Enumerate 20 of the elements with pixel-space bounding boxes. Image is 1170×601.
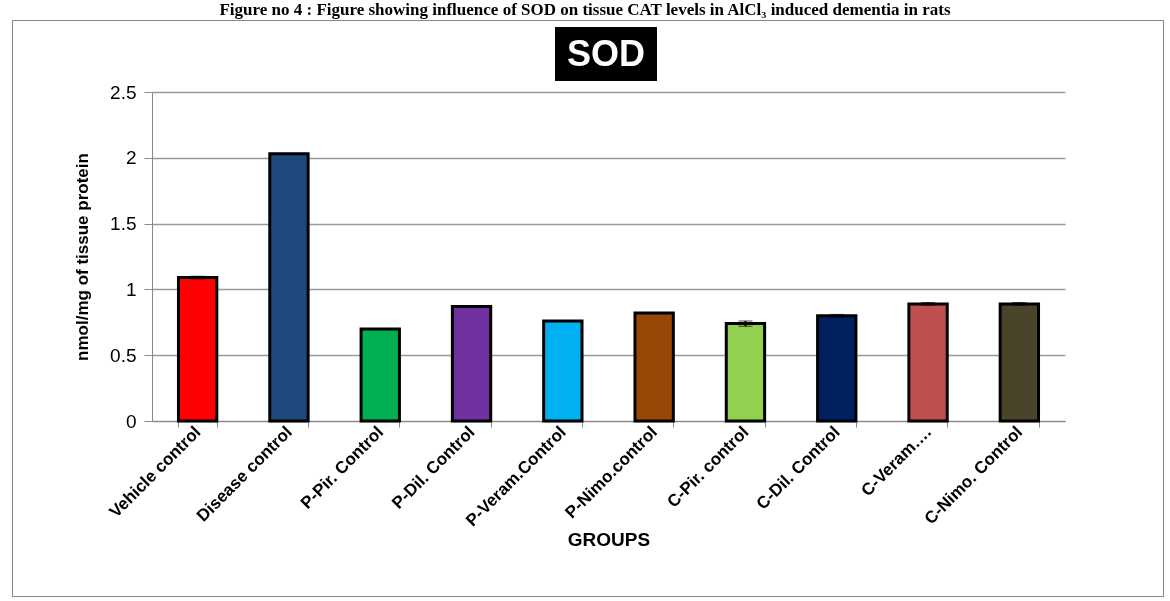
bar [359, 327, 401, 423]
y-tick-label: 0.5 [110, 344, 137, 366]
bar [816, 314, 858, 423]
y-tick-label: 1 [125, 278, 137, 300]
y-tick-label: 2 [125, 147, 137, 169]
x-axis-title: GROUPS [567, 529, 651, 551]
bar [176, 276, 219, 423]
bar [998, 302, 1041, 423]
bar [450, 305, 493, 423]
y-axis-title: nmol/mg of tissue protein [73, 153, 93, 361]
y-tick-label: 1.5 [110, 213, 137, 235]
bar [907, 302, 949, 423]
y-tick-label: 2.5 [110, 81, 137, 103]
bar [542, 319, 584, 423]
bar [633, 311, 675, 423]
text: Figure no 4 : Figure showing influence of SOD on tissue CAT levels in AlCl₃ induced dementia in rats [218, 0, 952, 20]
title-box: SOD [555, 27, 657, 81]
bar [724, 322, 767, 423]
bar [268, 152, 310, 423]
y-tick-label: 0 [125, 410, 137, 432]
